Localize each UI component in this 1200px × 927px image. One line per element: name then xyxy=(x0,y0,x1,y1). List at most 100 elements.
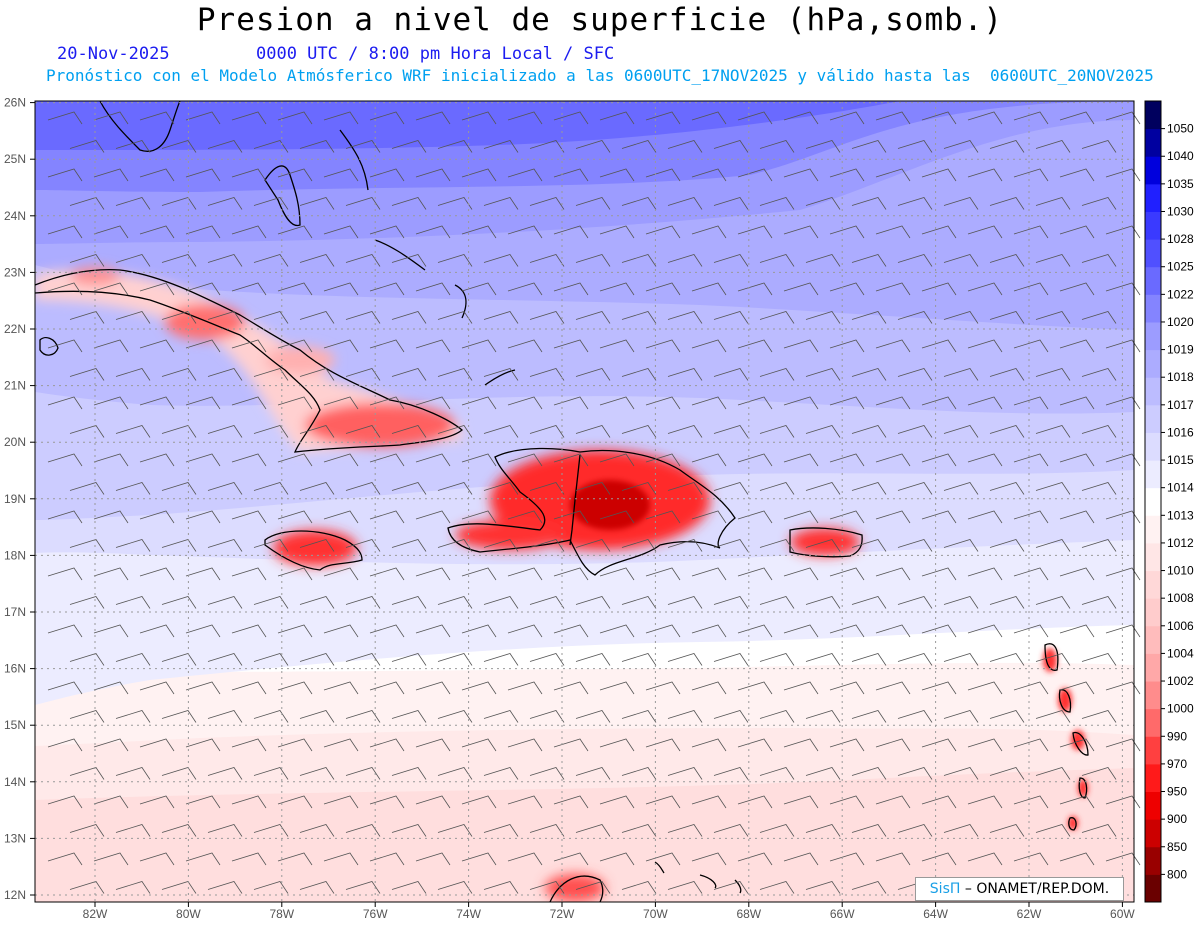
wind-barb xyxy=(507,339,543,353)
wind-barb xyxy=(391,539,427,552)
wind-barb xyxy=(737,681,773,695)
wind-barb xyxy=(69,140,105,153)
colorbar-swatch xyxy=(1145,874,1161,903)
antilles-5 xyxy=(1068,817,1077,831)
wind-barb xyxy=(161,368,197,381)
wind-barb xyxy=(1081,767,1117,780)
wind-barb xyxy=(783,681,819,695)
wind-barb xyxy=(139,510,175,524)
lon-tick-label: 70W xyxy=(643,907,668,921)
wind-barb xyxy=(553,681,589,695)
wind-barb xyxy=(783,168,819,182)
wind-barb xyxy=(875,738,911,752)
wind-barb xyxy=(299,710,335,723)
wind-barb xyxy=(253,596,289,609)
wind-barb xyxy=(875,681,911,695)
haiti-border xyxy=(569,454,581,546)
wind-barb xyxy=(921,111,957,125)
forecast-info: Pronóstico con el Modelo Atmósferico WRF… xyxy=(46,66,1154,85)
pressure-field xyxy=(35,101,1134,902)
wind-barb xyxy=(1035,596,1071,609)
wind-barb xyxy=(759,140,795,153)
colorbar-swatch xyxy=(1145,791,1161,820)
wind-barb xyxy=(621,824,657,837)
wind-barb xyxy=(1059,225,1095,239)
wind-barb xyxy=(943,368,979,381)
wind-barb xyxy=(713,653,749,666)
wind-barb xyxy=(323,396,359,410)
lat-tick-label: 19N xyxy=(4,492,26,506)
colorbar-swatch xyxy=(1145,349,1161,378)
wind-barb xyxy=(599,453,635,467)
wind-barb xyxy=(967,111,1003,125)
wind-barb xyxy=(415,225,451,239)
wind-barb xyxy=(139,624,175,638)
wind-barb xyxy=(93,225,129,239)
wind-barb xyxy=(783,339,819,353)
wind-barb xyxy=(139,738,175,752)
wind-barb xyxy=(897,197,933,210)
wind-barb xyxy=(415,567,451,581)
wind-barb xyxy=(437,368,473,381)
wind-barb xyxy=(805,539,841,552)
colorbar-swatch xyxy=(1145,266,1161,295)
wind-barb xyxy=(1035,311,1071,324)
wind-barb xyxy=(47,111,83,125)
wind-barb xyxy=(759,539,795,552)
colorbar-swatch xyxy=(1145,625,1161,654)
colorbar-label: 1019 xyxy=(1167,343,1194,357)
wind-barb xyxy=(47,168,83,182)
wind-barb xyxy=(369,681,405,695)
wind-barb xyxy=(897,368,933,381)
wind-barb xyxy=(1035,653,1071,666)
wind-barb xyxy=(1081,539,1117,552)
wind-barb xyxy=(231,624,267,638)
florida-coast xyxy=(99,100,181,152)
wind-barb xyxy=(277,681,313,695)
wind-barb xyxy=(553,111,589,125)
wind-barb xyxy=(943,539,979,552)
wind-barb xyxy=(323,339,359,353)
wind-barb xyxy=(323,225,359,239)
wind-barb xyxy=(1105,225,1141,239)
wind-barb xyxy=(93,339,129,353)
wind-barb xyxy=(851,767,887,780)
wind-barb xyxy=(575,368,611,381)
colorbar-label: 1016 xyxy=(1167,425,1194,439)
wind-barb xyxy=(277,225,313,239)
wind-barb xyxy=(691,738,727,752)
wind-barb xyxy=(1035,824,1071,837)
wind-barb xyxy=(805,482,841,495)
wind-barb xyxy=(691,168,727,182)
bahamas-1 xyxy=(339,129,369,191)
wind-barb xyxy=(391,653,427,666)
colorbar-swatch xyxy=(1145,321,1161,351)
wind-barb xyxy=(805,425,841,438)
wind-barb xyxy=(507,282,543,296)
wind-barb xyxy=(415,738,451,752)
wind-barb xyxy=(599,339,635,353)
wind-barb xyxy=(461,168,497,182)
wind-barb xyxy=(299,140,335,153)
wind-barb xyxy=(553,282,589,296)
wind-barb xyxy=(231,168,267,182)
wind-barb xyxy=(1059,510,1095,524)
wind-barb xyxy=(369,852,405,866)
wind-barb xyxy=(299,653,335,666)
wind-barb xyxy=(69,710,105,723)
wind-barb xyxy=(599,624,635,638)
wind-barb xyxy=(253,311,289,324)
wind-barb xyxy=(115,425,151,438)
wind-barb xyxy=(737,738,773,752)
wind-barb xyxy=(943,824,979,837)
wind-barb xyxy=(667,482,703,495)
wind-barb xyxy=(253,710,289,723)
wind-barb xyxy=(851,425,887,438)
wind-barb xyxy=(967,396,1003,410)
wind-barb xyxy=(737,624,773,638)
wind-barb xyxy=(829,567,865,581)
wind-barb xyxy=(207,482,243,495)
wind-barb xyxy=(1059,396,1095,410)
wind-barb xyxy=(345,539,381,552)
